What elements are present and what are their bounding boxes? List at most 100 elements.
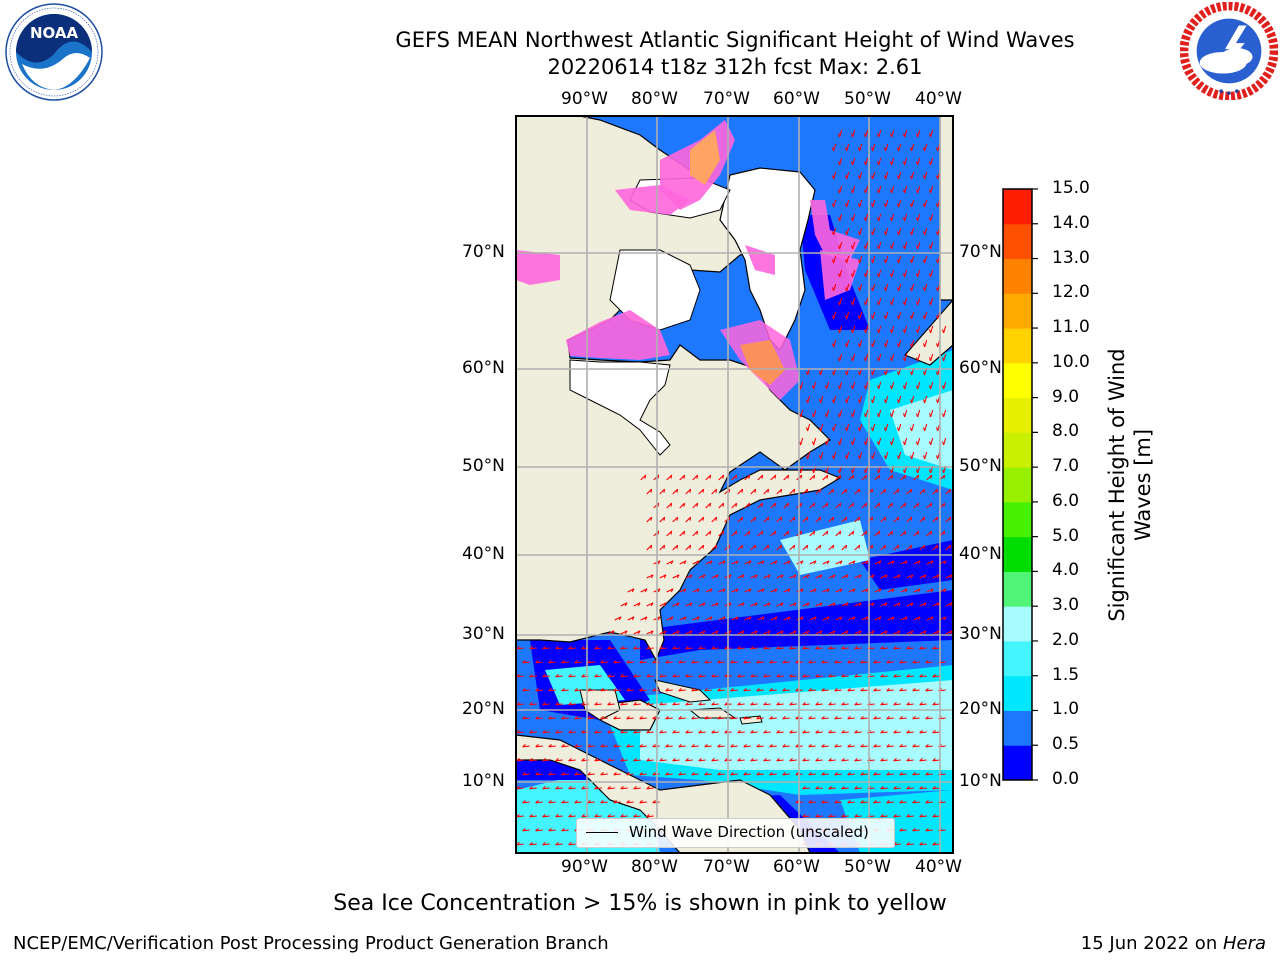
- wave-direction-arrow: [848, 502, 855, 509]
- wave-direction-arrowhead: [535, 660, 539, 664]
- wave-direction-arrow: [783, 616, 791, 621]
- wave-direction-arrow: [880, 602, 888, 607]
- wave-direction-arrow: [911, 451, 915, 460]
- wave-direction-arrowhead: [581, 786, 585, 790]
- wave-direction-arrowhead: [891, 474, 894, 479]
- wave-direction-arrowhead: [633, 702, 637, 706]
- wave-direction-arrowhead: [915, 189, 919, 194]
- wave-direction-arrowhead: [663, 544, 666, 549]
- wave-direction-arrowhead: [865, 588, 869, 593]
- wave-direction-arrow: [666, 474, 673, 481]
- wave-direction-arrowhead: [857, 203, 861, 208]
- wave-direction-arrowhead: [925, 660, 929, 664]
- wave-direction-arrow: [822, 588, 830, 593]
- wave-direction-arrow: [919, 731, 927, 734]
- wave-direction-arrowhead: [735, 560, 739, 565]
- wave-direction-arrowhead: [535, 716, 539, 720]
- wave-direction-arrowhead: [639, 744, 643, 748]
- wave-direction-arrow: [692, 474, 699, 481]
- wave-direction-arrow: [730, 661, 738, 664]
- wave-direction-arrowhead: [763, 702, 767, 706]
- wave-direction-arrowhead: [646, 674, 650, 678]
- wave-direction-arrowhead: [802, 786, 806, 790]
- wave-direction-arrowhead: [863, 273, 867, 278]
- colorbar-swatch: [1003, 745, 1032, 781]
- wave-direction-arrow: [859, 199, 863, 208]
- wave-direction-arrow: [776, 703, 784, 706]
- wave-direction-arrow: [880, 675, 888, 678]
- wave-direction-arrow: [930, 269, 934, 278]
- wave-direction-arrowhead: [870, 175, 874, 180]
- wave-direction-arrowhead: [902, 217, 906, 222]
- wave-direction-arrow: [899, 829, 907, 832]
- wave-direction-arrow: [574, 717, 582, 720]
- wave-direction-arrowhead: [717, 744, 721, 748]
- wave-direction-arrowhead: [683, 502, 686, 507]
- wave-direction-arrow: [841, 703, 849, 706]
- wave-direction-arrowhead: [818, 455, 822, 460]
- lon-label-top: 60°W: [773, 89, 820, 109]
- wave-direction-arrow: [878, 381, 882, 390]
- wave-direction-arrow: [770, 560, 778, 565]
- wave-direction-arrowhead: [889, 133, 893, 138]
- wave-direction-arrow: [807, 451, 811, 460]
- wave-direction-arrow: [885, 199, 889, 208]
- wave-direction-arrow: [698, 630, 706, 635]
- wave-direction-arrow: [841, 516, 848, 523]
- wave-direction-arrowhead: [857, 175, 861, 180]
- wave-direction-arrowhead: [815, 814, 819, 818]
- wave-direction-arrowhead: [932, 842, 936, 846]
- wave-direction-arrowhead: [657, 502, 660, 507]
- wave-direction-arrowhead: [691, 688, 695, 692]
- wave-direction-arrow: [685, 759, 693, 762]
- wave-direction-arrow: [906, 488, 913, 495]
- wave-direction-arrow: [874, 616, 882, 621]
- wave-direction-arrowhead: [870, 371, 874, 376]
- wave-direction-arrowhead: [600, 744, 604, 748]
- wave-direction-arrow: [893, 544, 900, 551]
- wave-direction-arrowhead: [795, 660, 799, 664]
- wave-direction-arrow: [906, 516, 913, 523]
- wave-direction-arrowhead: [896, 147, 900, 152]
- wave-direction-arrow: [711, 630, 719, 635]
- wave-direction-arrow: [930, 381, 934, 390]
- wave-direction-arrow: [711, 544, 718, 551]
- wave-direction-arrowhead: [922, 455, 926, 460]
- wave-direction-arrowhead: [876, 161, 880, 166]
- wave-direction-arrow: [925, 689, 933, 692]
- wave-direction-arrow: [633, 787, 641, 790]
- wave-direction-arrow: [841, 574, 849, 579]
- wave-direction-arrow: [861, 588, 869, 593]
- wave-direction-arrowhead: [672, 758, 676, 762]
- wave-direction-arrow: [898, 199, 902, 208]
- wave-direction-arrowhead: [949, 516, 952, 521]
- wave-direction-arrow: [672, 630, 680, 635]
- wave-direction-arrowhead: [870, 399, 874, 404]
- wave-direction-arrowhead: [626, 660, 630, 664]
- wave-direction-arrowhead: [863, 357, 867, 362]
- wave-direction-arrowhead: [876, 385, 880, 390]
- wave-direction-arrow: [913, 502, 920, 509]
- wave-direction-arrow: [893, 675, 901, 678]
- wave-direction-arrow: [852, 353, 856, 362]
- wave-direction-arrow: [679, 588, 687, 593]
- colorbar-frame: [1002, 188, 1033, 781]
- wave-direction-arrowhead: [821, 688, 825, 692]
- wave-direction-arrow: [763, 544, 770, 551]
- wave-direction-arrow: [731, 560, 739, 565]
- wave-direction-arrow: [852, 157, 856, 166]
- wave-direction-arrow: [906, 703, 914, 706]
- wave-direction-arrowhead: [665, 716, 669, 720]
- wave-direction-arrowhead: [919, 786, 923, 790]
- wave-direction-arrow: [516, 787, 524, 790]
- wave-direction-arrowhead: [865, 474, 868, 479]
- wave-direction-arrow: [594, 647, 602, 650]
- wave-direction-arrow: [705, 502, 712, 509]
- wave-direction-arrowhead: [787, 616, 791, 621]
- wave-direction-arrowhead: [561, 800, 565, 804]
- wave-direction-arrowhead: [928, 329, 932, 334]
- wave-direction-arrow: [802, 787, 810, 790]
- wave-direction-arrow: [666, 530, 673, 537]
- lon-label-bottom: 40°W: [915, 857, 962, 877]
- wave-direction-arrowhead: [850, 273, 854, 278]
